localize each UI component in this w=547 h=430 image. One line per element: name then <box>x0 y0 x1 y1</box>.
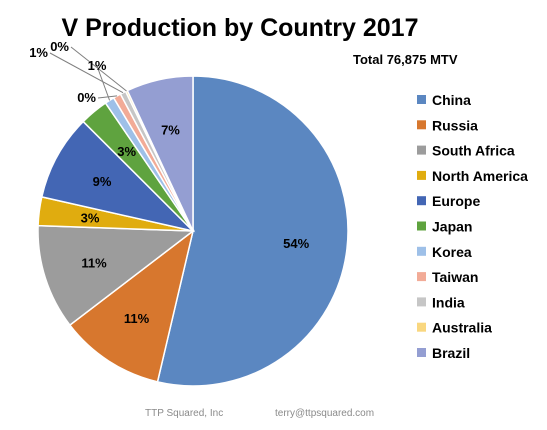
legend-label-russia: Russia <box>432 117 478 133</box>
slice-brazil <box>126 75 194 232</box>
legend-swatch-taiwan <box>417 272 426 282</box>
slice-labels: 54%11%11%3%9%3%1%0%1% 0%7% <box>29 39 309 326</box>
legend-label-taiwan: Taiwan <box>432 269 478 285</box>
legend-swatch-china <box>417 95 426 104</box>
footer-email: terry@ttpsquared.com <box>275 408 374 419</box>
leader-line-korea <box>96 65 111 101</box>
legend-label-india: India <box>432 294 465 310</box>
legend-swatch-australia <box>417 322 426 332</box>
slice-label-russia: 11% <box>124 311 150 326</box>
slice-label-europe: 9% <box>93 174 112 189</box>
slice-label-south-africa: 11% <box>81 256 107 271</box>
legend: China Russia South Africa North America Euro… <box>417 92 528 361</box>
total-annotation: Total 76,875 MTV <box>353 52 458 67</box>
slice-russia <box>68 229 195 383</box>
footer-company: TTP Squared, Inc <box>145 408 223 419</box>
slice-label-north-america: 3% <box>81 211 100 226</box>
slice-south-africa <box>37 224 196 327</box>
pie-slices <box>37 75 349 387</box>
slice-label-korea: 1% <box>88 58 107 73</box>
leader-line-india <box>49 52 124 94</box>
chart-title: V Production by Country 2017 <box>61 14 418 42</box>
legend-swatch-korea <box>417 246 426 256</box>
legend-swatch-japan <box>417 221 426 231</box>
slice-label-india: 1% <box>29 45 48 60</box>
legend-label-europe: Europe <box>432 193 480 209</box>
slice-label-japan: 3% <box>117 144 136 159</box>
legend-label-brazil: Brazil <box>432 345 470 361</box>
legend-label-south-africa: South Africa <box>432 143 515 159</box>
leader-line-australia <box>70 46 127 92</box>
legend-label-australia: Australia <box>432 320 492 336</box>
legend-label-japan: Japan <box>432 219 472 235</box>
slice-label-australia: 0% <box>50 39 69 54</box>
legend-swatch-north-america <box>417 170 426 180</box>
legend-swatch-brazil <box>417 348 426 357</box>
legend-swatch-south-africa <box>417 145 426 155</box>
slice-china <box>156 75 349 387</box>
slice-europe <box>40 120 196 233</box>
legend-swatch-europe <box>417 196 426 206</box>
leader-lines <box>49 46 127 101</box>
leader-line-taiwan <box>97 95 118 99</box>
slice-label-brazil: 7% <box>161 123 180 138</box>
slice-label-taiwan: 0% <box>77 90 96 105</box>
legend-label-north-america: North America <box>432 168 528 184</box>
slice-label-china: 54% <box>283 236 309 251</box>
legend-swatch-india <box>417 297 426 307</box>
legend-swatch-russia <box>417 120 426 130</box>
legend-label-korea: Korea <box>432 244 472 260</box>
legend-label-china: China <box>432 92 471 108</box>
